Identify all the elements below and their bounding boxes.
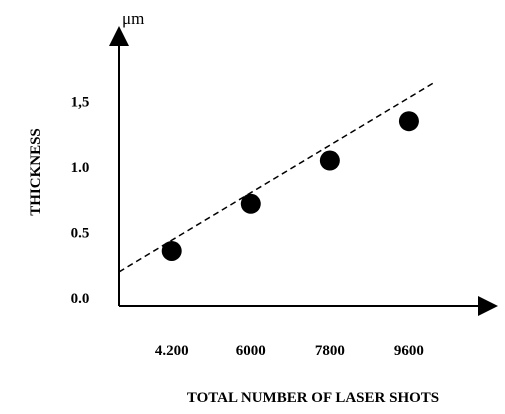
data-point (161, 240, 182, 261)
y-axis-title: THICKNESS (28, 128, 44, 216)
data-points (161, 111, 419, 261)
x-tick-label: 6000 (236, 343, 266, 359)
y-unit-label: μm (122, 9, 144, 28)
data-point (240, 193, 261, 214)
y-tick-label: 0.0 (71, 291, 90, 307)
y-tick-label: 0.5 (71, 226, 90, 242)
y-tick-label: 1.0 (71, 160, 90, 176)
data-point (319, 150, 340, 171)
data-point (398, 111, 419, 132)
x-tick-label: 4.200 (155, 343, 189, 359)
trendline (118, 81, 436, 273)
x-tick-label: 9600 (394, 343, 424, 359)
y-tick-label: 1,5 (71, 95, 90, 111)
x-tick-label: 7800 (315, 343, 345, 359)
x-axis-title: TOTAL NUMBER OF LASER SHOTS (187, 390, 439, 406)
